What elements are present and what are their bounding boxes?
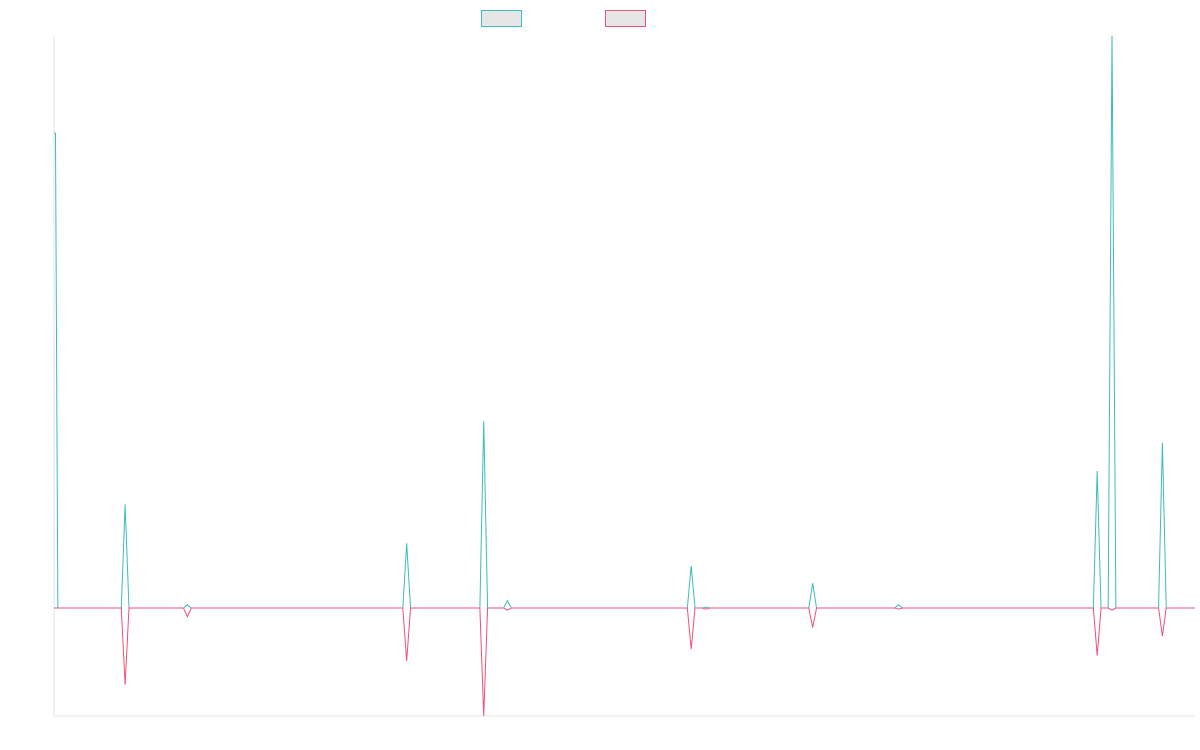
legend-swatch-1[interactable] bbox=[481, 10, 522, 27]
series-layer bbox=[54, 35, 1195, 717]
axes bbox=[53, 36, 1195, 717]
legend bbox=[481, 10, 646, 27]
series-1-line bbox=[54, 35, 1195, 609]
legend-swatch-2[interactable] bbox=[605, 10, 646, 27]
series-2-line bbox=[54, 607, 1195, 717]
